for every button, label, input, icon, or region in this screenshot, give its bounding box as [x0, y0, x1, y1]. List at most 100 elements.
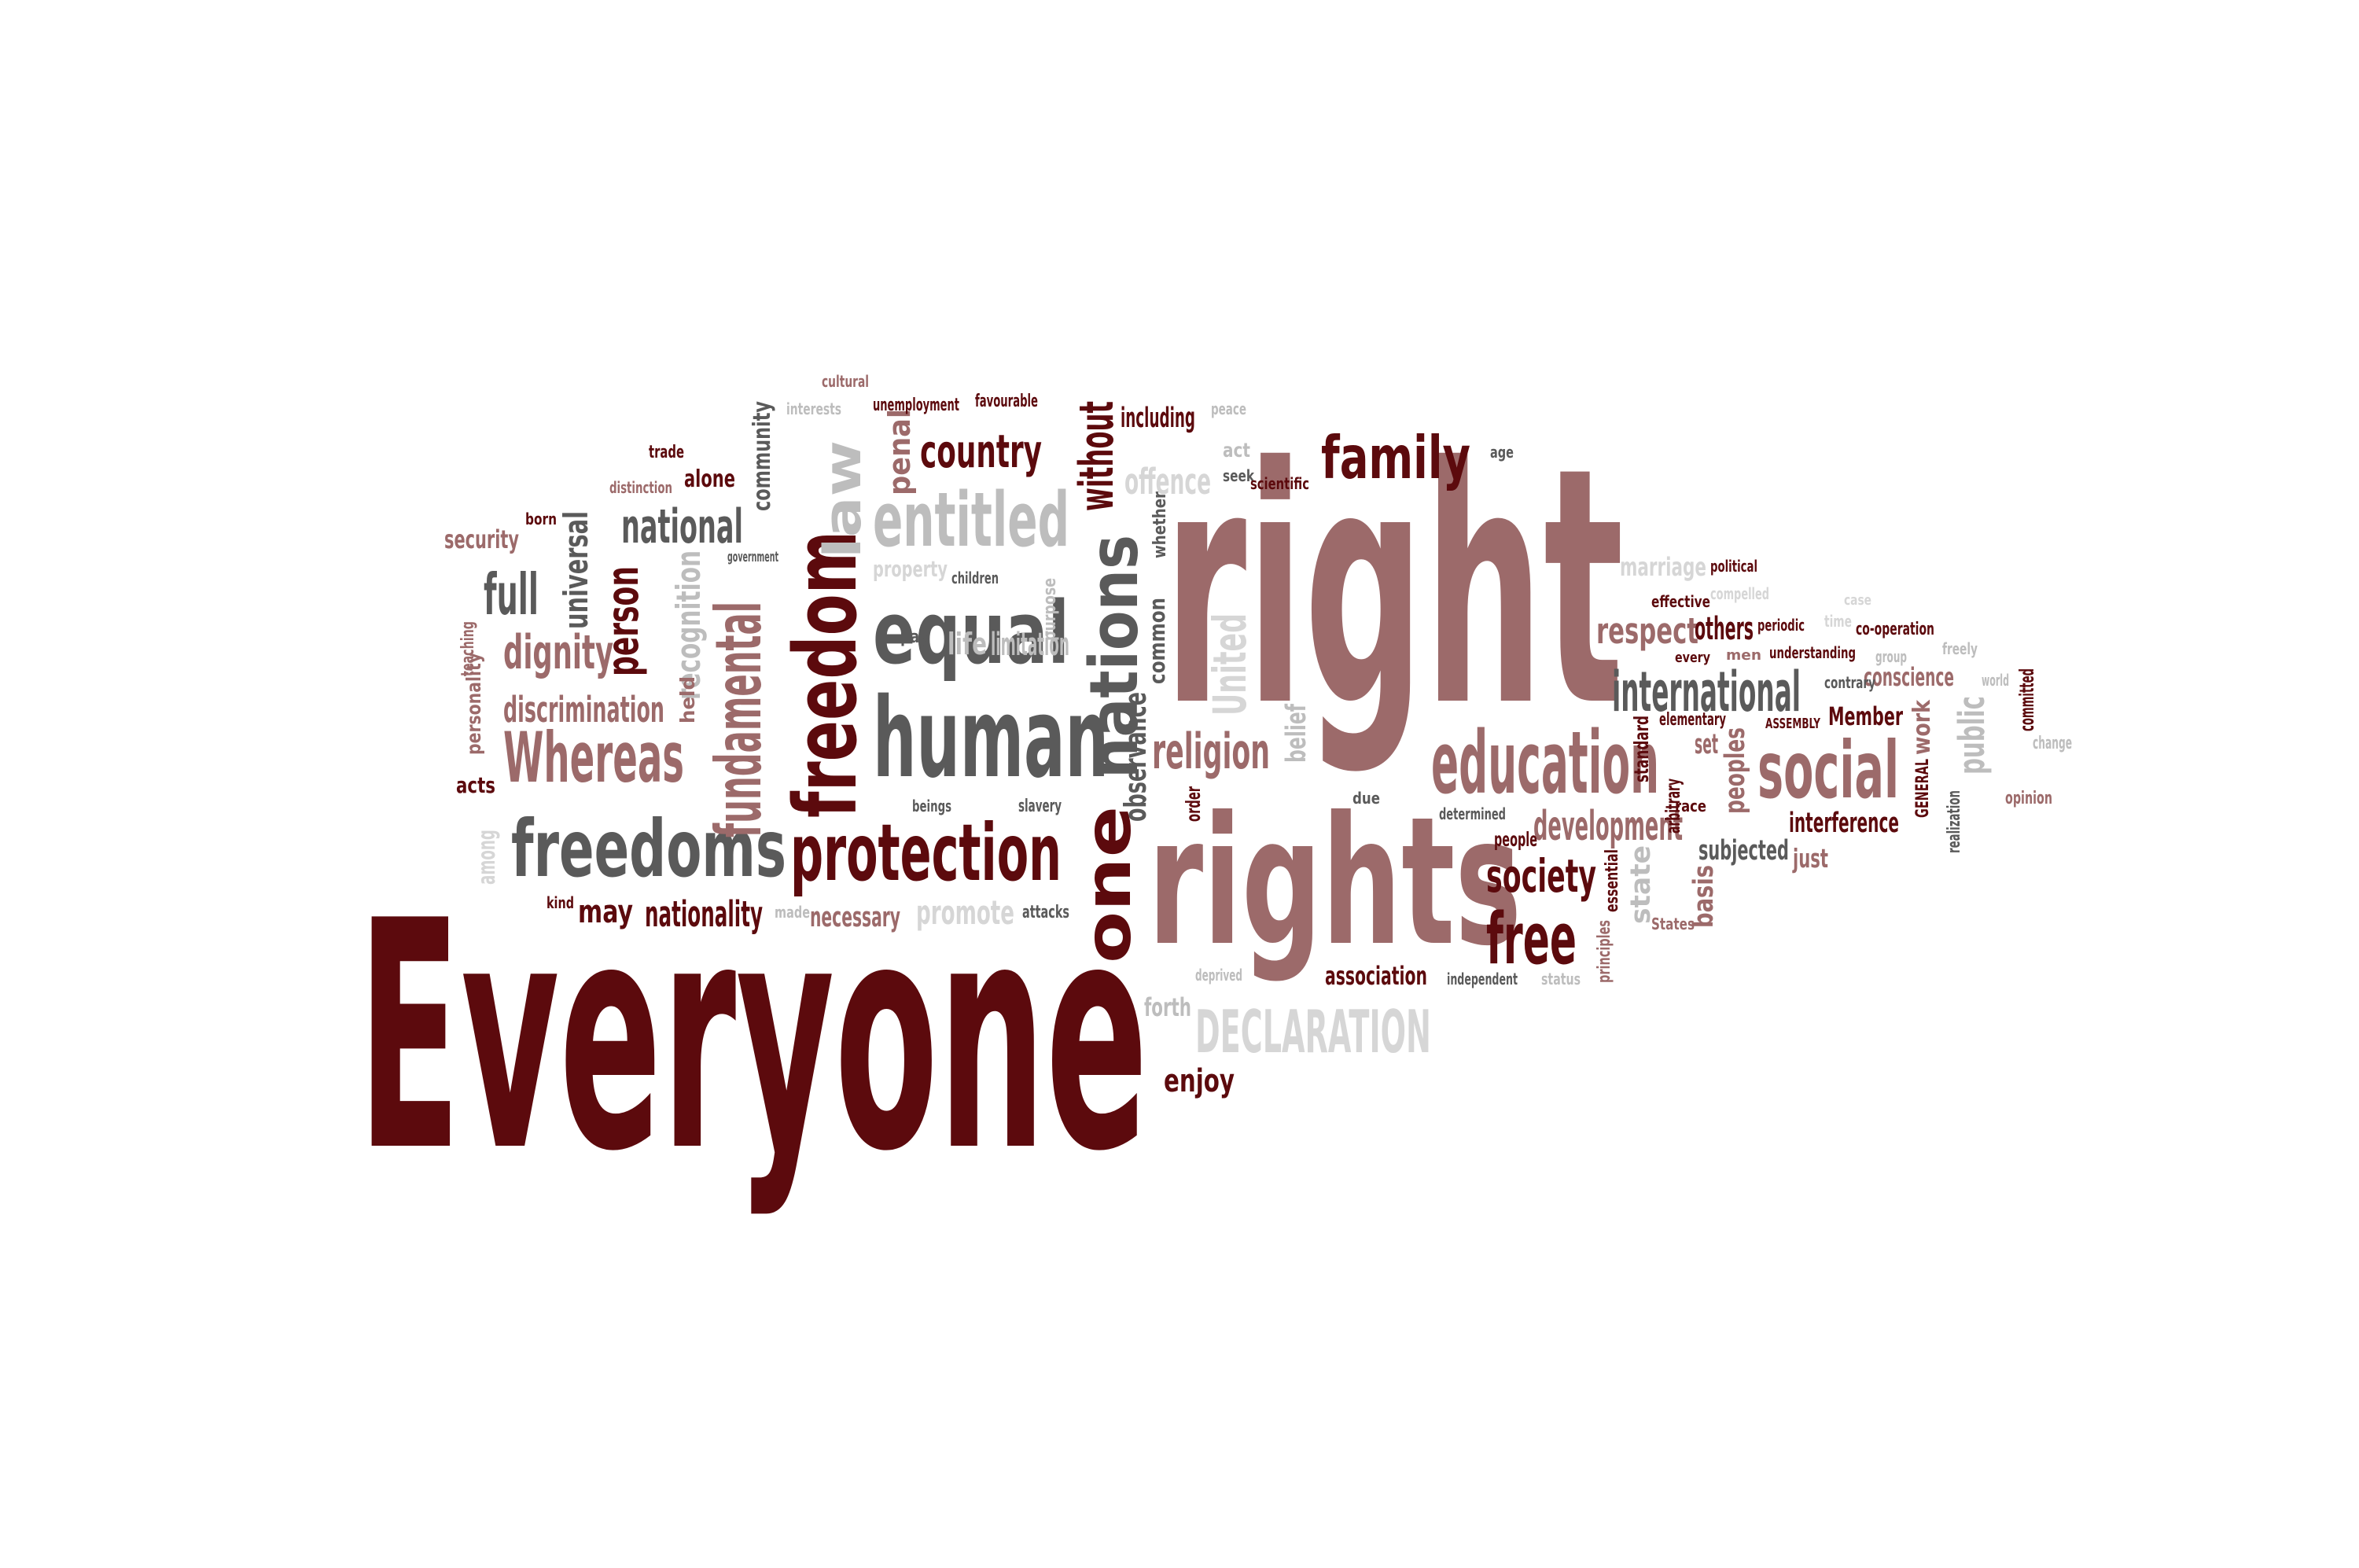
word-public: public	[1951, 696, 1993, 775]
word-among: among	[473, 829, 501, 885]
word-may: may	[578, 894, 633, 930]
word-general: GENERAL	[1913, 758, 1933, 818]
word-security: security	[444, 525, 519, 554]
word-states: States	[1651, 915, 1695, 933]
word-entitled: entitled	[873, 477, 1070, 564]
word-realization: realization	[1945, 790, 1964, 853]
word-offence: offence	[1124, 461, 1212, 502]
word-equal: equal	[873, 583, 1069, 683]
word-compelled: compelled	[1710, 584, 1770, 603]
word-free: free	[1486, 898, 1577, 981]
word-education: education	[1431, 712, 1659, 813]
word-arbitrary: arbitrary	[1662, 778, 1684, 834]
word-family: family	[1321, 423, 1470, 492]
word-change: change	[2033, 734, 2073, 753]
word-case: case	[1844, 592, 1872, 609]
word-set: set	[1695, 729, 1719, 760]
word-state: state	[1625, 845, 1657, 924]
word-forth: forth	[1144, 992, 1191, 1022]
word-others: others	[1695, 611, 1754, 647]
word-world: world	[1982, 671, 2010, 690]
word-pay: pay	[900, 628, 929, 647]
word-race: race	[1675, 797, 1707, 815]
word-periodic: periodic	[1757, 616, 1805, 635]
word-favourable: favourable	[975, 392, 1039, 411]
word-understanding: understanding	[1769, 643, 1857, 662]
word-conscience: conscience	[1864, 662, 1955, 692]
word-freedoms: freedoms	[511, 803, 787, 895]
word-dignity: dignity	[503, 625, 614, 680]
word-necessary: necessary	[810, 902, 900, 933]
word-international: international	[1612, 660, 1801, 724]
word-belief: belief	[1281, 703, 1312, 763]
word-time: time	[1824, 612, 1853, 631]
word-right: right	[1164, 398, 1624, 778]
word-men: men	[1726, 647, 1762, 664]
word-subjected: subjected	[1698, 835, 1789, 867]
word-purpose: purpose	[1040, 577, 1060, 641]
word-beings: beings	[912, 797, 952, 815]
word-assembly: ASSEMBLY	[1765, 716, 1821, 732]
word-basis: basis	[1688, 864, 1720, 928]
word-effective: effective	[1651, 592, 1710, 611]
word-country: country	[920, 425, 1043, 478]
word-status: status	[1541, 970, 1581, 988]
word-teaching: teaching	[458, 621, 478, 676]
word-everyone: Everyone	[358, 855, 1148, 1220]
word-limitation: limitation	[991, 627, 1069, 663]
word-penal: penal	[882, 408, 917, 495]
word-attacks: attacks	[1022, 903, 1070, 922]
word-universal: universal	[557, 510, 595, 629]
word-seek: seek	[1223, 466, 1255, 485]
word-co-operation: co-operation	[1856, 620, 1935, 639]
word-property: property	[873, 556, 948, 582]
word-protection: protection	[790, 807, 1062, 899]
word-society: society	[1486, 849, 1597, 903]
word-one: one	[1072, 805, 1145, 963]
word-whereas: Whereas	[503, 717, 685, 798]
word-children: children	[951, 569, 999, 587]
word-trade: trade	[649, 443, 685, 462]
word-association: association	[1325, 961, 1427, 991]
word-interference: interference	[1789, 808, 1899, 839]
word-community: community	[749, 401, 776, 511]
word-act: act	[1223, 439, 1250, 462]
word-person: person	[598, 565, 648, 676]
word-group: group	[1875, 647, 1908, 666]
word-united: United	[1203, 613, 1257, 716]
word-nationality: nationality	[645, 893, 763, 935]
word-law: law	[814, 440, 873, 558]
word-full: full	[484, 561, 539, 628]
word-every: every	[1675, 650, 1711, 666]
word-due: due	[1352, 789, 1381, 808]
word-common: common	[1144, 597, 1170, 684]
word-marriage: marriage	[1620, 552, 1707, 582]
word-alone: alone	[684, 466, 735, 493]
word-observance: observance	[1118, 691, 1153, 822]
word-social: social	[1757, 724, 1900, 816]
word-standard: standard	[1630, 715, 1653, 782]
word-rights: rights	[1148, 779, 1522, 985]
word-unemployment: unemployment	[873, 396, 960, 415]
word-religion: religion	[1152, 723, 1271, 780]
word-without: without	[1069, 401, 1124, 511]
word-discrimination: discrimination	[503, 689, 664, 731]
word-including: including	[1121, 403, 1195, 434]
word-respect: respect	[1596, 610, 1699, 652]
word-people: people	[1494, 828, 1538, 851]
word-interests: interests	[786, 399, 842, 418]
word-freedom: freedom	[775, 530, 876, 818]
word-committed: committed	[2015, 668, 2038, 731]
word-born: born	[525, 510, 558, 528]
word-acts: acts	[456, 772, 496, 798]
word-work: work	[1908, 699, 1936, 755]
word-human: human	[873, 675, 1109, 803]
word-held: held	[676, 675, 699, 723]
word-freely: freely	[1942, 639, 1978, 658]
word-declaration: DECLARATION	[1195, 997, 1431, 1066]
word-peace: peace	[1211, 399, 1247, 418]
word-elementary: elementary	[1659, 710, 1727, 730]
word-enjoy: enjoy	[1164, 1063, 1235, 1099]
